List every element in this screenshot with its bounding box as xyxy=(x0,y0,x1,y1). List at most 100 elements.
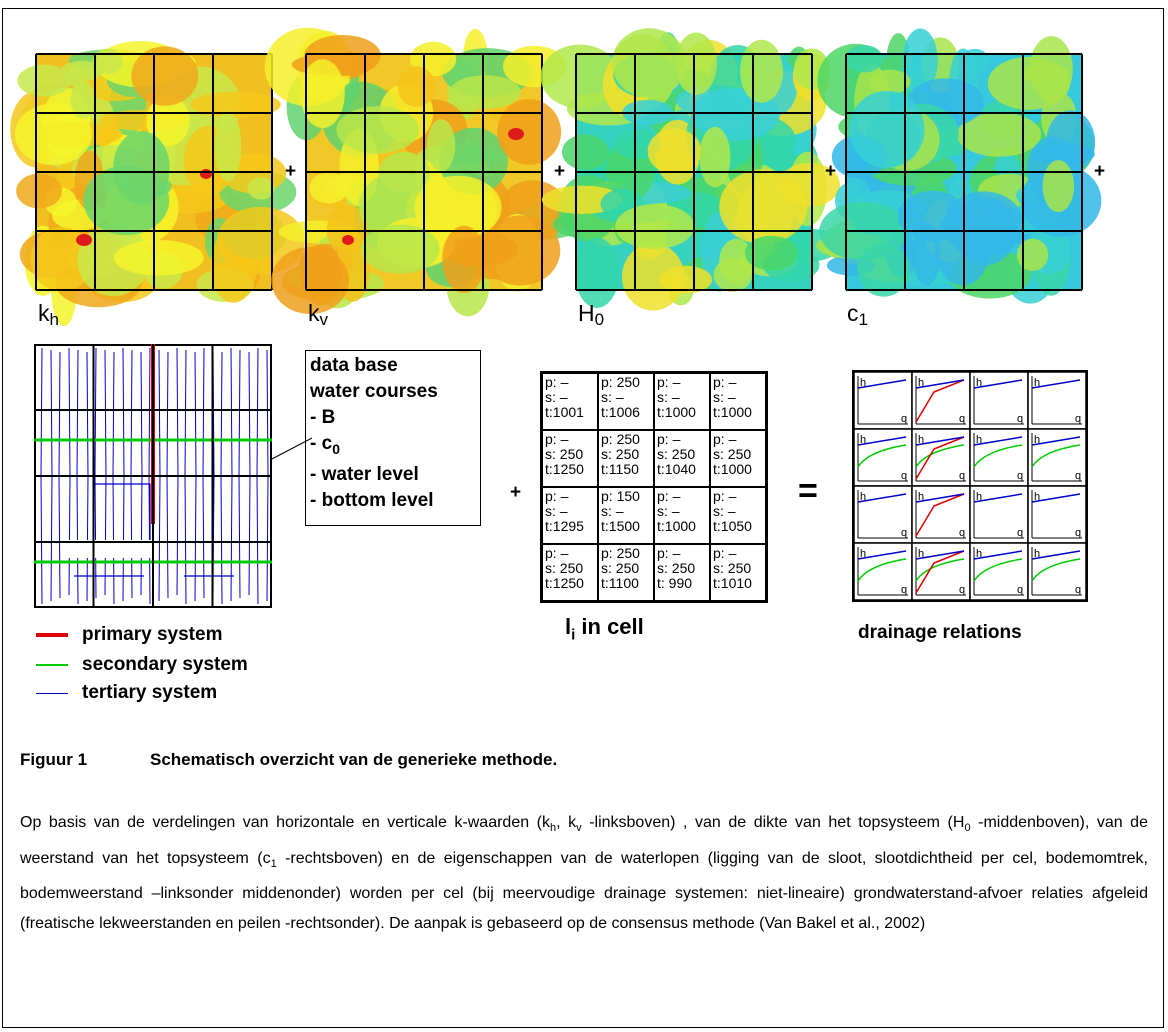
cell-value-p: p: – xyxy=(713,431,737,447)
axis-label-q: q xyxy=(901,527,907,539)
plus-sign: + xyxy=(554,161,566,182)
primary-relation-curve xyxy=(915,436,965,480)
cell-values: p: 250 s: 250 t:1150 xyxy=(598,430,654,487)
map-label-kv: kv xyxy=(308,300,328,329)
cell-values: p: – s: – t:1000 xyxy=(654,373,710,430)
axis-label-q: q xyxy=(959,584,965,596)
axis-label-h: h xyxy=(976,377,982,389)
cell-value-s: s: 250 xyxy=(657,560,696,576)
tertiary-relation-line xyxy=(1031,550,1081,560)
cell-values: p: – s: 250 t:1010 xyxy=(710,544,766,601)
drainage-plot: hq xyxy=(853,371,913,430)
axis-label-q: q xyxy=(1075,584,1081,596)
drainage-plot: hq xyxy=(969,428,1029,487)
cell-values: p: – s: – t:1050 xyxy=(710,487,766,544)
drainage-plot: hq xyxy=(1027,371,1087,430)
cell-value-p: p: – xyxy=(545,431,569,447)
cell-value-p: p: – xyxy=(657,488,681,504)
tertiary-relation-line xyxy=(1031,493,1081,503)
cell-value-p: p: 250 xyxy=(601,431,640,447)
secondary-relation-curve xyxy=(1031,558,1081,582)
axis-label-h: h xyxy=(1034,434,1040,446)
axis-label-q: q xyxy=(1017,584,1023,596)
axis-label-q: q xyxy=(901,413,907,425)
secondary-relation-curve xyxy=(1031,444,1081,468)
cell-values: p: – s: 250 t: 990 xyxy=(654,544,710,601)
cell-value-s: s: 250 xyxy=(545,560,584,576)
cell-values: p: – s: 250 t:1250 xyxy=(542,544,598,601)
cell-value-s: s: 250 xyxy=(713,446,752,462)
drainage-plot: hq xyxy=(969,542,1029,601)
axis-label-q: q xyxy=(959,527,965,539)
cell-grid-label: li in cell xyxy=(565,614,644,644)
cell-values: p: – s: – t:1000 xyxy=(654,487,710,544)
cell-value-t: t:1100 xyxy=(601,575,639,591)
axis-label-q: q xyxy=(1075,413,1081,425)
cell-value-p: p: – xyxy=(713,374,737,390)
axis-label-h: h xyxy=(860,548,866,560)
database-line: water courses xyxy=(310,381,438,402)
map-label-h0: H0 xyxy=(578,300,605,329)
cell-value-p: p: – xyxy=(713,488,737,504)
cell-value-t: t:1001 xyxy=(545,404,584,420)
drainage-plot: hq xyxy=(911,485,971,544)
cell-value-t: t:1040 xyxy=(657,461,696,477)
tertiary-relation-line xyxy=(1031,379,1081,389)
primary-relation-curve xyxy=(915,493,965,537)
map-label-c1: c1 xyxy=(847,300,868,329)
cell-value-t: t:1250 xyxy=(545,461,584,477)
primary-relation-curve xyxy=(915,379,965,423)
secondary-relation-curve xyxy=(857,444,907,468)
cell-value-p: p: – xyxy=(657,545,681,561)
cell-values: p: – s: – t:1000 xyxy=(710,373,766,430)
cell-value-p: p: – xyxy=(545,545,569,561)
cell-value-s: s: – xyxy=(545,389,568,405)
axis-label-h: h xyxy=(860,434,866,446)
map-label-kh: kh xyxy=(38,300,59,329)
tertiary-relation-line xyxy=(1031,436,1081,446)
cell-value-t: t:1000 xyxy=(713,404,752,420)
axis-label-q: q xyxy=(901,470,907,482)
cell-values: p: 250 s: – t:1006 xyxy=(598,373,654,430)
legend-item-secondary: secondary system xyxy=(36,654,248,676)
database-line: - bottom level xyxy=(310,489,434,511)
tertiary-relation-line xyxy=(973,436,1023,446)
legend-swatch xyxy=(36,633,68,637)
drainage-plot: hq xyxy=(853,428,913,487)
axis-label-h: h xyxy=(976,491,982,503)
drainage-plot: hq xyxy=(853,485,913,544)
axis-label-h: h xyxy=(918,377,924,389)
cell-values: p: – s: – t:1001 xyxy=(542,373,598,430)
axis-label-h: h xyxy=(976,434,982,446)
axis-label-h: h xyxy=(860,377,866,389)
legend-item-primary: primary system xyxy=(36,624,222,646)
cell-value-s: s: – xyxy=(545,503,568,519)
cell-value-s: s: 250 xyxy=(601,560,640,576)
drainage-plot: hq xyxy=(1027,485,1087,544)
drainage-plot: hq xyxy=(969,485,1029,544)
property-map xyxy=(815,28,1102,304)
description-paragraph: Op basis van de verdelingen van horizont… xyxy=(20,814,1148,932)
tertiary-relation-line xyxy=(857,550,907,560)
database-line-c0: - c0 xyxy=(310,433,340,457)
axis-label-q: q xyxy=(959,470,965,482)
legend-item-tertiary: tertiary system xyxy=(36,682,217,704)
caption-title: Schematisch overzicht van de generieke m… xyxy=(150,750,558,769)
plus-sign: + xyxy=(285,161,297,182)
database-line: - water level xyxy=(310,463,419,485)
cell-value-p: p: – xyxy=(545,488,569,504)
drainage-plot: hq xyxy=(911,371,971,430)
cell-value-s: s: – xyxy=(713,503,736,519)
property-map xyxy=(540,28,841,311)
cell-value-s: s: – xyxy=(713,389,736,405)
axis-label-q: q xyxy=(901,584,907,596)
caption-number: Figuur 1 xyxy=(20,750,88,769)
plus-sign: + xyxy=(825,161,837,182)
drainage-plot: hq xyxy=(911,428,971,487)
axis-label-h: h xyxy=(918,491,924,503)
cell-values-grid: p: – s: – t:1001 p: 250 s: – t:1006 p: – s: – t:… xyxy=(540,371,768,603)
tertiary-relation-line xyxy=(857,493,907,503)
axis-label-h: h xyxy=(1034,491,1040,503)
figure-frame xyxy=(2,8,1164,1028)
secondary-relation-curve xyxy=(915,558,965,582)
